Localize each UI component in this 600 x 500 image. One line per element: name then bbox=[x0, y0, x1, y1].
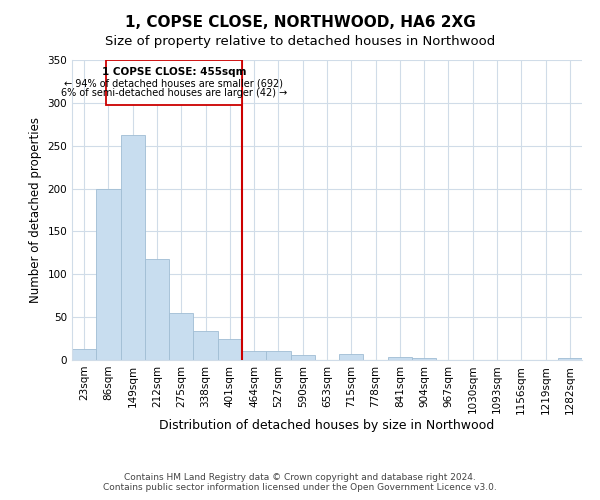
Text: 1, COPSE CLOSE, NORTHWOOD, HA6 2XG: 1, COPSE CLOSE, NORTHWOOD, HA6 2XG bbox=[125, 15, 475, 30]
Bar bbox=[242, 352, 266, 360]
Bar bbox=[218, 340, 242, 360]
Text: ← 94% of detached houses are smaller (692): ← 94% of detached houses are smaller (69… bbox=[65, 78, 284, 88]
X-axis label: Distribution of detached houses by size in Northwood: Distribution of detached houses by size … bbox=[160, 419, 494, 432]
Bar bbox=[339, 354, 364, 360]
Bar bbox=[266, 352, 290, 360]
Text: 6% of semi-detached houses are larger (42) →: 6% of semi-detached houses are larger (4… bbox=[61, 88, 287, 99]
Bar bbox=[558, 358, 582, 360]
Bar bbox=[388, 358, 412, 360]
Bar bbox=[412, 358, 436, 360]
Text: Contains HM Land Registry data © Crown copyright and database right 2024.
Contai: Contains HM Land Registry data © Crown c… bbox=[103, 473, 497, 492]
FancyBboxPatch shape bbox=[106, 60, 242, 104]
Bar bbox=[121, 136, 145, 360]
Text: Size of property relative to detached houses in Northwood: Size of property relative to detached ho… bbox=[105, 35, 495, 48]
Bar bbox=[193, 331, 218, 360]
Bar bbox=[169, 313, 193, 360]
Bar bbox=[145, 259, 169, 360]
Bar bbox=[72, 349, 96, 360]
Bar bbox=[96, 188, 121, 360]
Bar bbox=[290, 355, 315, 360]
Text: 1 COPSE CLOSE: 455sqm: 1 COPSE CLOSE: 455sqm bbox=[102, 67, 246, 77]
Y-axis label: Number of detached properties: Number of detached properties bbox=[29, 117, 42, 303]
